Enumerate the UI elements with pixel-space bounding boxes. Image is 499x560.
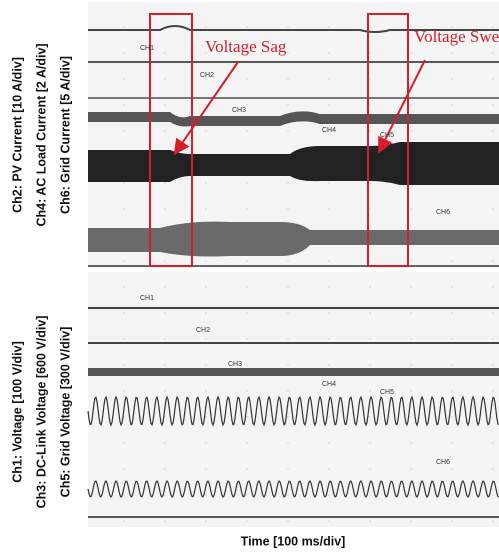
channel-tag: CH6: [436, 459, 450, 466]
y-axis-label: Ch6: Grid Current [5 A/div]: [58, 56, 72, 214]
channel-tag: CH3: [232, 107, 246, 114]
y-axis-label: Ch5: Grid Voltage [300 V/div]: [58, 327, 72, 498]
y-axis-label: Ch4: AC Load Current [2 A/div]: [34, 43, 48, 226]
y-axis-label: Ch3: DC-Link Voltage [600 V/div]: [34, 316, 48, 509]
page: {"upper_panel": {"y_labels": ["Ch2: PV C…: [0, 0, 499, 555]
channel-tag: CH1: [140, 295, 154, 302]
x-axis-label: Time [100 ms/div]: [241, 534, 346, 548]
channel-tag: CH6: [436, 209, 450, 216]
channel-tag: CH2: [196, 327, 210, 334]
channel-tag: CH3: [228, 361, 242, 368]
y-axis-label: Ch1: Voltage [100 V/div]: [10, 341, 24, 482]
annotation: Voltage Swel: [414, 27, 499, 46]
y-axis-label: Ch2: PV Current [10 A/div]: [10, 57, 24, 213]
channel-tag: CH2: [200, 72, 214, 79]
trace-band: [88, 368, 499, 376]
channel-tag: CH4: [322, 381, 336, 388]
channel-tag: CH1: [140, 45, 154, 52]
scope-figure: Voltage Sag Voltage Swel Time [100 ms/di…: [0, 0, 499, 555]
channel-tag: CH4: [322, 127, 336, 134]
channel-tag: CH5: [380, 389, 394, 396]
channel-tag: CH5: [380, 132, 394, 139]
annotation: Voltage Sag: [205, 37, 287, 56]
